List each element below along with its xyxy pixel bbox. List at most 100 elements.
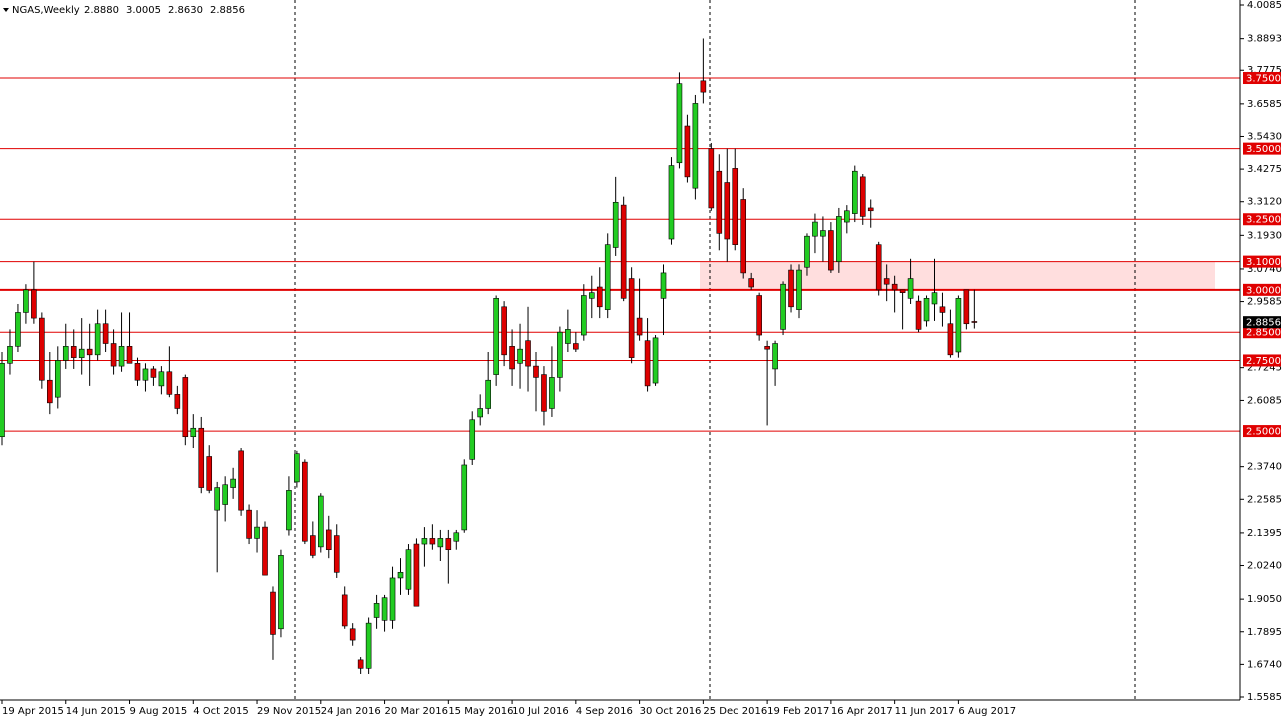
candle-body xyxy=(700,80,707,93)
candle-body xyxy=(31,289,37,319)
candle-body xyxy=(150,368,157,378)
candle-body xyxy=(525,340,531,367)
level-label: 3.0000 xyxy=(1246,285,1281,296)
x-tick-label: 15 May 2016 xyxy=(448,706,513,717)
level-label: 3.1000 xyxy=(1246,257,1281,268)
y-tick-label: 3.7775 xyxy=(1247,65,1282,76)
candle-body xyxy=(612,201,619,248)
candle-body xyxy=(716,170,723,234)
dropdown-icon xyxy=(3,8,9,12)
ohlc-value: 2.8856 xyxy=(210,5,245,16)
y-tick-label: 3.8893 xyxy=(1247,34,1282,45)
candle-body xyxy=(78,348,85,358)
candle-body xyxy=(174,394,181,409)
candle-body xyxy=(437,538,444,548)
candle-body xyxy=(851,170,858,214)
x-tick-label: 11 Jun 2017 xyxy=(895,706,955,717)
candle-body xyxy=(549,377,555,409)
y-tick-label: 3.1930 xyxy=(1247,230,1282,241)
candle-body xyxy=(644,340,651,387)
candle-body xyxy=(533,365,539,378)
candle-body xyxy=(541,374,547,412)
candle-body xyxy=(118,346,125,367)
candle-body xyxy=(859,176,866,217)
candle-body xyxy=(142,368,149,381)
candle-body xyxy=(357,659,364,669)
level-label-box xyxy=(1243,425,1281,438)
x-tick-label: 19 Feb 2017 xyxy=(767,706,829,717)
candle-body xyxy=(891,283,898,291)
candle-body xyxy=(246,509,252,539)
candle-body xyxy=(23,289,29,313)
ohlc-value: 3.0005 xyxy=(126,5,161,16)
level-label-box xyxy=(1243,283,1281,296)
candle-body xyxy=(270,591,276,635)
chart-title: NGAS,Weekly xyxy=(12,5,80,16)
candle-body xyxy=(294,453,300,483)
candle-body xyxy=(676,83,683,164)
candle-body xyxy=(341,594,348,627)
candle-body xyxy=(453,532,460,542)
candle-body xyxy=(206,456,213,491)
level-label: 3.7500 xyxy=(1246,74,1281,85)
y-tick-label: 1.7895 xyxy=(1247,627,1282,638)
candle-body xyxy=(182,377,189,438)
candle-body xyxy=(636,317,643,336)
x-tick-label: 24 Jan 2016 xyxy=(321,706,381,717)
candle-body xyxy=(317,495,324,548)
candle-body xyxy=(134,362,141,381)
candle-body xyxy=(389,577,396,621)
y-tick-label: 3.6585 xyxy=(1247,99,1282,110)
price-zone xyxy=(700,261,1215,290)
candle-body xyxy=(15,312,21,347)
level-label: 2.5000 xyxy=(1246,427,1281,438)
y-tick-label: 2.2585 xyxy=(1247,494,1282,505)
candle-body xyxy=(126,346,133,364)
x-tick-label: 16 Apr 2017 xyxy=(831,706,893,717)
candle-body xyxy=(86,348,93,356)
candle-body xyxy=(772,343,778,370)
candle-body xyxy=(907,278,914,299)
candle-body xyxy=(413,543,420,607)
candle-body xyxy=(620,204,627,299)
y-tick-label: 2.9585 xyxy=(1247,297,1282,308)
y-tick-label: 2.3740 xyxy=(1247,462,1282,473)
candle-body xyxy=(485,379,491,409)
candle-body xyxy=(102,323,109,344)
candle-body xyxy=(692,103,699,189)
candle-body xyxy=(724,182,731,240)
level-label-box xyxy=(1243,326,1281,339)
current-price-label: 2.8856 xyxy=(1246,318,1281,329)
candle-body xyxy=(844,210,850,223)
level-label-box xyxy=(1243,213,1281,226)
candle-body xyxy=(955,298,962,353)
candle-body xyxy=(0,362,5,438)
candle-body xyxy=(333,535,340,573)
candle-body xyxy=(166,371,173,395)
candle-body xyxy=(62,346,69,361)
y-tick-label: 2.1395 xyxy=(1247,528,1282,539)
candle-body xyxy=(381,597,388,621)
candle-body xyxy=(565,329,571,344)
candle-body xyxy=(501,306,507,356)
x-tick-label: 29 Nov 2015 xyxy=(257,706,321,717)
ohlc-value: 2.8630 xyxy=(168,5,203,16)
x-tick-label: 4 Oct 2015 xyxy=(193,706,248,717)
candle-body xyxy=(812,221,818,237)
candle-body xyxy=(820,230,826,237)
y-tick-label: 1.9050 xyxy=(1247,594,1282,605)
candle-body xyxy=(39,317,45,381)
candle-body xyxy=(349,628,356,641)
candle-body xyxy=(780,283,786,330)
candle-body xyxy=(47,379,53,404)
candle-body xyxy=(732,168,739,245)
candle-body xyxy=(764,346,770,350)
candle-body xyxy=(756,295,762,336)
candle-body xyxy=(373,603,380,618)
y-tick-label: 4.0085 xyxy=(1247,0,1282,11)
candle-body xyxy=(302,461,308,542)
level-label: 2.7500 xyxy=(1246,356,1281,367)
candle-body xyxy=(931,292,938,305)
x-tick-label: 20 Mar 2016 xyxy=(385,706,448,717)
